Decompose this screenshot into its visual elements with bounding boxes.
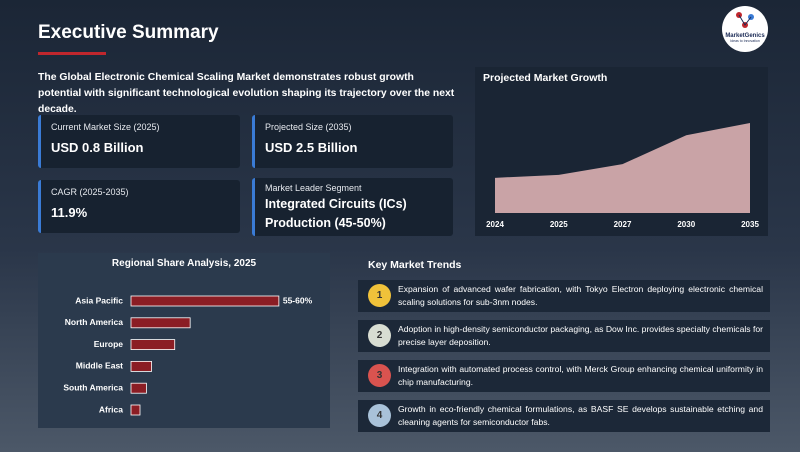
trend-text: Expansion of advanced wafer fabrication,… [398,284,763,307]
card-value: USD 0.8 Billion [51,140,144,155]
bar [130,382,147,394]
trends-title: Key Market Trends [368,259,462,271]
page-title: Executive Summary [38,22,219,43]
logo-tagline: Ideas to Innovation [730,39,760,43]
card: Projected Size (2035) USD 2.5 Billion [252,115,453,168]
card-label: Projected Size (2035) [265,122,352,132]
trend-item: 4 Growth in eco-friendly chemical formula… [358,400,770,432]
trend-text: Growth in eco-friendly chemical formulat… [398,404,763,427]
x-tick-label: 2027 [614,220,632,229]
x-tick-label: 2035 [741,220,759,229]
category-label: Africa [99,404,123,414]
trend-text: Adoption in high-density semiconductor p… [398,324,763,347]
x-tick-label: 2030 [677,220,695,229]
card-value: Integrated Circuits (ICs) Production (45… [265,197,407,230]
card-value: 11.9% [51,205,88,220]
bar [130,404,141,416]
x-tick-label: 2024 [486,220,504,229]
chart-title: Regional Share Analysis, 2025 [112,258,257,269]
title-underline [38,52,106,55]
category-label: Middle East [76,361,123,371]
card: CAGR (2025-2035) 11.9% [38,180,240,233]
trend-item: 2 Adoption in high-density semiconductor … [358,320,770,352]
bar [130,295,280,307]
category-label: North America [65,317,124,327]
category-label: South America [63,382,123,392]
trend-number: 2 [368,324,391,347]
logo-text: MarketGenics [725,33,765,39]
chart-panel [38,253,330,428]
trend-text: Integration with automated process contr… [398,364,763,387]
logo-icon [736,12,754,28]
bar [130,361,152,372]
card: Current Market Size (2025) USD 0.8 Billio… [38,115,240,168]
category-label: Asia Pacific [75,295,123,305]
x-tick-label: 2025 [550,220,568,229]
area [495,123,750,213]
category-label: Europe [94,339,124,349]
logo: MarketGenics Ideas to Innovation [722,6,768,52]
value-label: 55-60% [283,295,313,305]
card-value: USD 2.5 Billion [265,140,358,155]
trend-number: 3 [368,364,391,387]
trend-number: 4 [368,404,391,427]
card-label: Market Leader Segment [265,183,362,193]
bar [130,317,191,329]
summary: The Global Electronic Chemical Scaling M… [38,72,455,115]
bar [130,339,176,350]
card: Market Leader Segment Integrated Circuits… [252,178,453,236]
trend-item: 3 Integration with automated process cont… [358,360,770,392]
chart-title: Projected Market Growth [483,72,607,84]
trend-number: 1 [368,284,391,307]
growth-chart: Projected Market Growth 2024 2025 2027 2030… [475,67,768,236]
region-chart: Regional Share Analysis, 2025 Asia Pacif… [38,253,330,428]
trend-item: 1 Expansion of advanced wafer fabrication… [358,280,770,312]
card-label: Current Market Size (2025) [51,122,160,132]
card-label: CAGR (2025-2035) [51,187,129,197]
